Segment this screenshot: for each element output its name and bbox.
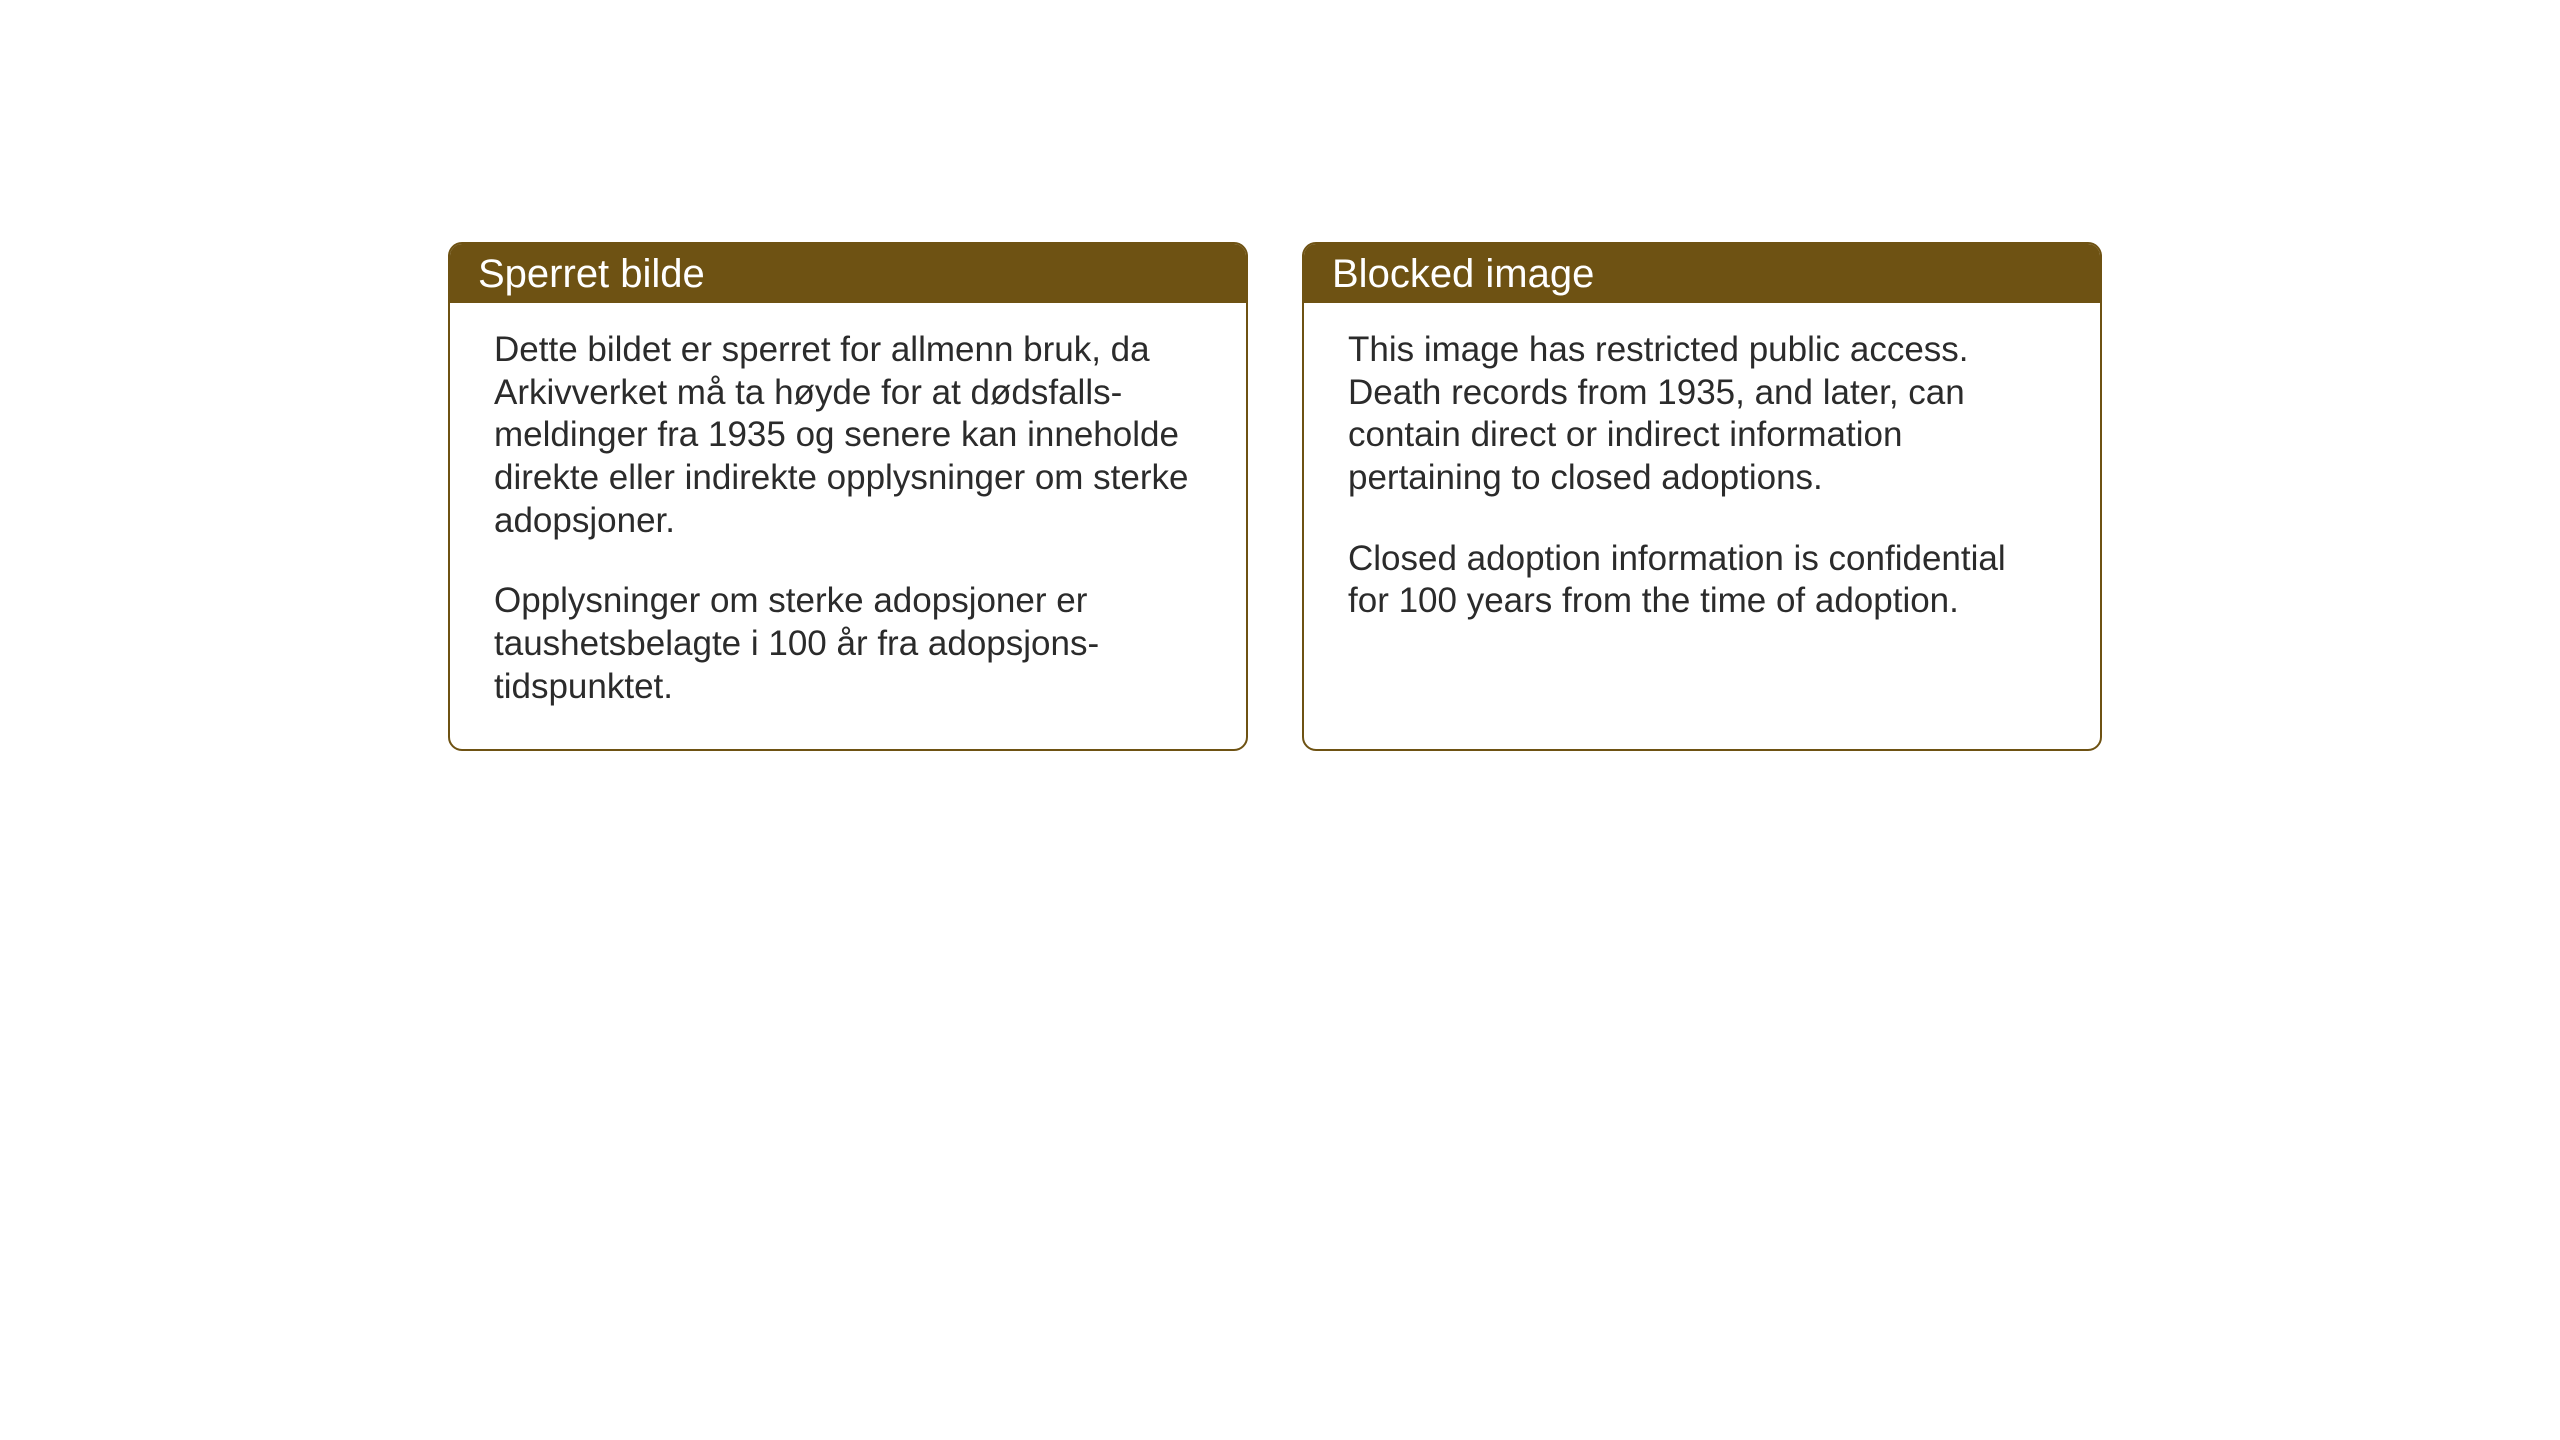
- card-title-english: Blocked image: [1332, 252, 1594, 296]
- card-paragraph-2-norwegian: Opplysninger om sterke adopsjoner er tau…: [494, 580, 1202, 708]
- card-paragraph-1-english: This image has restricted public access.…: [1348, 329, 2056, 500]
- card-title-norwegian: Sperret bilde: [478, 252, 705, 296]
- card-header-norwegian: Sperret bilde: [450, 244, 1246, 303]
- notice-card-english: Blocked image This image has restricted …: [1302, 242, 2102, 751]
- card-paragraph-1-norwegian: Dette bildet er sperret for allmenn bruk…: [494, 329, 1202, 542]
- card-paragraph-2-english: Closed adoption information is confident…: [1348, 538, 2056, 623]
- notice-card-norwegian: Sperret bilde Dette bildet er sperret fo…: [448, 242, 1248, 751]
- card-body-english: This image has restricted public access.…: [1304, 303, 2100, 703]
- notice-container: Sperret bilde Dette bildet er sperret fo…: [448, 242, 2102, 751]
- card-body-norwegian: Dette bildet er sperret for allmenn bruk…: [450, 303, 1246, 749]
- card-header-english: Blocked image: [1304, 244, 2100, 303]
